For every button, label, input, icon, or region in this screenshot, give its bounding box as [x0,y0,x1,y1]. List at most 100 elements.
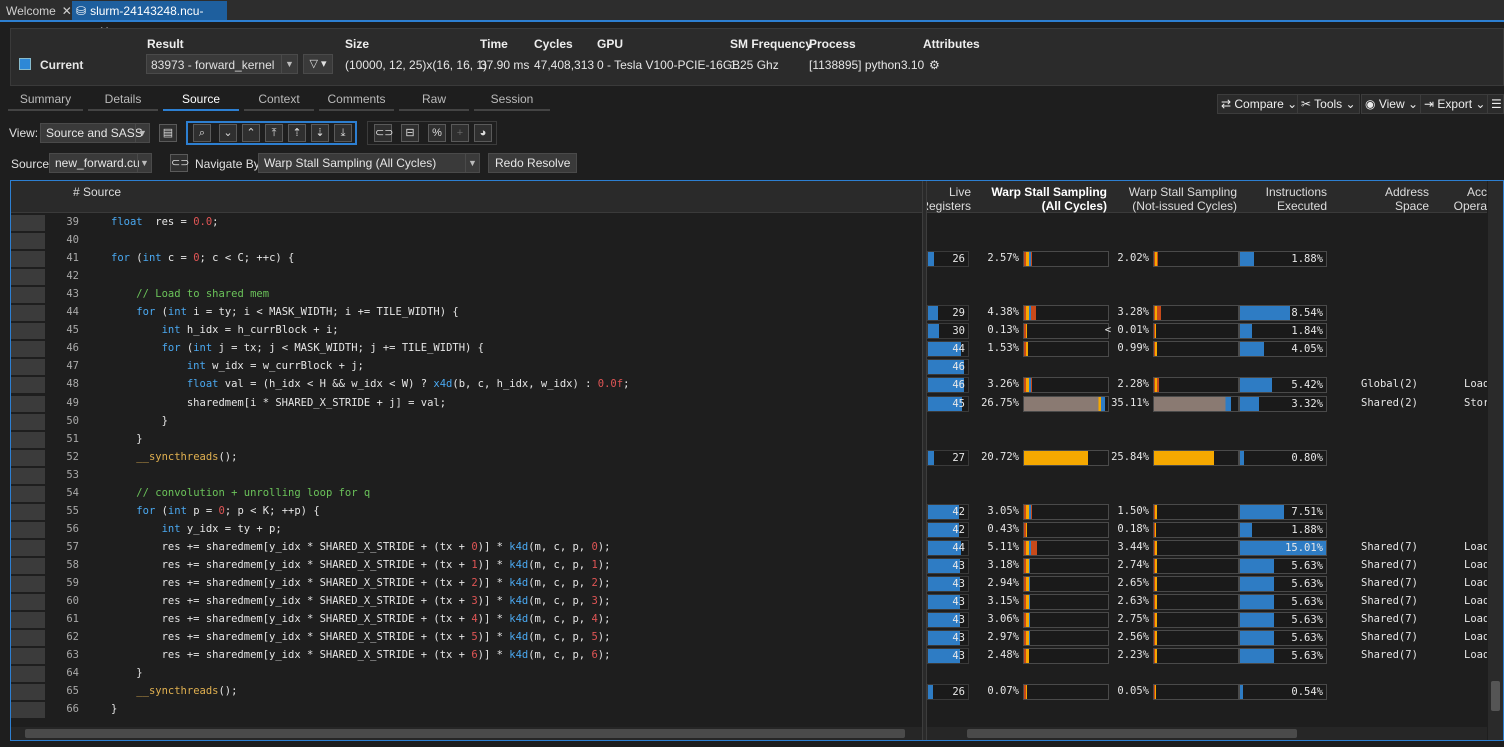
tab-report[interactable]: ⛁slurm-24143248.ncu-rep✕ [72,1,227,38]
line-gutter[interactable] [11,233,45,250]
tab-session[interactable]: Session [474,91,550,111]
source-line-row[interactable]: 55 for (int p = 0; p < K; ++p) { [11,503,922,521]
source-line-row[interactable]: 43 // Load to shared mem [11,286,922,304]
tab-comments[interactable]: Comments [319,91,394,111]
line-gutter[interactable] [11,215,45,231]
line-gutter[interactable] [11,485,45,502]
source-line-row[interactable]: 40 [11,232,922,250]
metrics-row[interactable]: 43 2.94% 2.65% 5.63% Shared(7) Load [927,575,1487,593]
line-gutter[interactable] [11,648,45,665]
redo-resolve-button[interactable]: Redo Resolve [488,153,578,173]
view-mode-dropdown[interactable]: Source and SASS ▼ [40,123,150,143]
metrics-hscrollbar[interactable] [927,727,1487,740]
line-gutter[interactable] [11,539,45,556]
source-file-dropdown[interactable]: new_forward.cu ▼ [49,153,152,173]
metrics-hscroll-thumb[interactable] [967,729,1297,738]
header-address-space[interactable]: Address Space [1385,185,1429,213]
metrics-row[interactable]: 43 3.15% 2.63% 5.63% Shared(7) Load [927,593,1487,611]
source-line-row[interactable]: 64 } [11,665,922,683]
line-gutter[interactable] [11,702,45,719]
source-line-row[interactable]: 58 res += sharedmem[y_idx * SHARED_X_STR… [11,557,922,575]
source-line-row[interactable]: 50 } [11,413,922,431]
line-gutter[interactable] [11,576,45,592]
line-gutter[interactable] [11,666,45,683]
close-icon[interactable]: ✕ [61,4,72,18]
line-gutter[interactable] [11,449,45,466]
line-gutter[interactable] [11,431,45,448]
metrics-row[interactable]: 43 2.97% 2.56% 5.63% Shared(7) Load [927,629,1487,647]
collapse-icon[interactable]: ⊟ [401,124,419,142]
view-button[interactable]: ◉ View ⌄ [1361,94,1422,114]
source-line-row[interactable]: 42 [11,268,922,286]
attributes-chip-icon[interactable]: ⚙ [929,58,940,72]
header-access-operation[interactable]: Acc Opera [1454,185,1487,213]
jump-top-icon[interactable]: ⤒ [265,124,283,142]
line-gutter[interactable] [11,395,45,412]
metrics-row[interactable]: 29 4.38% 3.28% 8.54% [927,304,1487,322]
percent-icon[interactable]: % [428,124,446,142]
line-gutter[interactable] [11,287,45,304]
filter-button[interactable]: ▽ ▾ [303,54,333,74]
source-line-row[interactable]: 52 __syncthreads(); [11,449,922,467]
metrics-row[interactable]: 44 1.53% 0.99% 4.05% [927,340,1487,358]
source-line-row[interactable]: 60 res += sharedmem[y_idx * SHARED_X_STR… [11,593,922,611]
line-gutter[interactable] [11,269,45,286]
tab-welcome[interactable]: Welcome ✕ [2,1,76,21]
line-gutter[interactable] [11,612,45,629]
tab-context[interactable]: Context [244,91,314,111]
source-hscrollbar[interactable] [11,727,922,740]
line-gutter[interactable] [11,323,45,340]
search-icon[interactable]: ⌕ [193,124,211,142]
line-gutter[interactable] [11,359,45,376]
metrics-row[interactable]: 43 2.48% 2.23% 5.63% Shared(7) Load [927,647,1487,665]
link-icon[interactable]: ⊂⊃ [374,124,393,142]
source-line-row[interactable]: 48 float val = (h_idx < H && w_idx < W) … [11,376,922,394]
result-dropdown[interactable]: 83973 - forward_kernel ▼ [146,54,298,74]
tab-summary[interactable]: Summary [8,91,83,111]
metrics-row[interactable]: 42 3.05% 1.50% 7.51% [927,503,1487,521]
source-line-row[interactable]: 46 for (int j = tx; j < MASK_WIDTH; j +=… [11,340,922,358]
metrics-row[interactable]: 27 20.72% 25.84% 0.80% [927,449,1487,467]
source-hscroll-thumb[interactable] [25,729,905,738]
pie-chart-icon[interactable]: ◕ [474,124,492,142]
header-warp-stall-not-issued[interactable]: Warp Stall Sampling (Not-issued Cycles) [1129,185,1237,213]
tools-button[interactable]: ✂ Tools ⌄ [1297,94,1360,114]
source-line-row[interactable]: 41 for (int c = 0; c < C; ++c) { [11,250,922,268]
source-line-row[interactable]: 51 } [11,431,922,449]
line-gutter[interactable] [11,594,45,611]
source-line-row[interactable]: 66} [11,701,922,719]
chevron-down-icon[interactable]: ⌄ [219,124,237,142]
header-warp-stall-all[interactable]: Warp Stall Sampling (All Cycles) [991,185,1107,213]
metrics-row[interactable]: 43 3.18% 2.74% 5.63% Shared(7) Load [927,557,1487,575]
source-line-row[interactable]: 63 res += sharedmem[y_idx * SHARED_X_STR… [11,647,922,665]
header-live-registers[interactable]: LiveRegisters [927,185,971,213]
chevron-up-icon[interactable]: ⌃ [242,124,260,142]
line-gutter[interactable] [11,467,45,484]
menu-button[interactable]: ☰ [1487,94,1504,114]
source-line-row[interactable]: 53 [11,467,922,485]
vscroll-thumb[interactable] [1491,681,1500,711]
sort-down-icon[interactable]: ⇣ [311,124,329,142]
source-line-row[interactable]: 54 // convolution + unrolling loop for q [11,485,922,503]
metrics-row[interactable]: 46 [927,358,1487,376]
source-line-row[interactable]: 47 int w_idx = w_currBlock + j; [11,358,922,376]
header-instructions-executed[interactable]: Instructions Executed [1266,185,1327,213]
source-line-row[interactable]: 65 __syncthreads(); [11,683,922,701]
metrics-row[interactable]: 26 0.07% 0.05% 0.54% [927,683,1487,701]
sort-up-icon[interactable]: ⇡ [288,124,306,142]
source-line-row[interactable]: 39 float res = 0.0; [11,214,922,232]
line-gutter[interactable] [11,413,45,430]
metrics-row[interactable]: 46 3.26% 2.28% 5.42% Global(2) Load [927,376,1487,394]
metrics-row[interactable]: 26 2.57% 2.02% 1.88% [927,250,1487,268]
source-line-row[interactable]: 59 res += sharedmem[y_idx * SHARED_X_STR… [11,575,922,593]
line-gutter[interactable] [11,521,45,538]
metrics-vscrollbar[interactable] [1488,181,1503,740]
plus-icon[interactable]: + [451,124,469,142]
tab-source[interactable]: Source [163,91,239,111]
source-line-row[interactable]: 49 sharedmem[i * SHARED_X_STRIDE + j] = … [11,395,922,413]
line-gutter[interactable] [11,341,45,358]
metrics-row[interactable]: 44 5.11% 3.44% 15.01% Shared(7) Load [927,539,1487,557]
line-gutter[interactable] [11,251,45,268]
line-gutter[interactable] [11,557,45,574]
tab-details[interactable]: Details [88,91,158,111]
